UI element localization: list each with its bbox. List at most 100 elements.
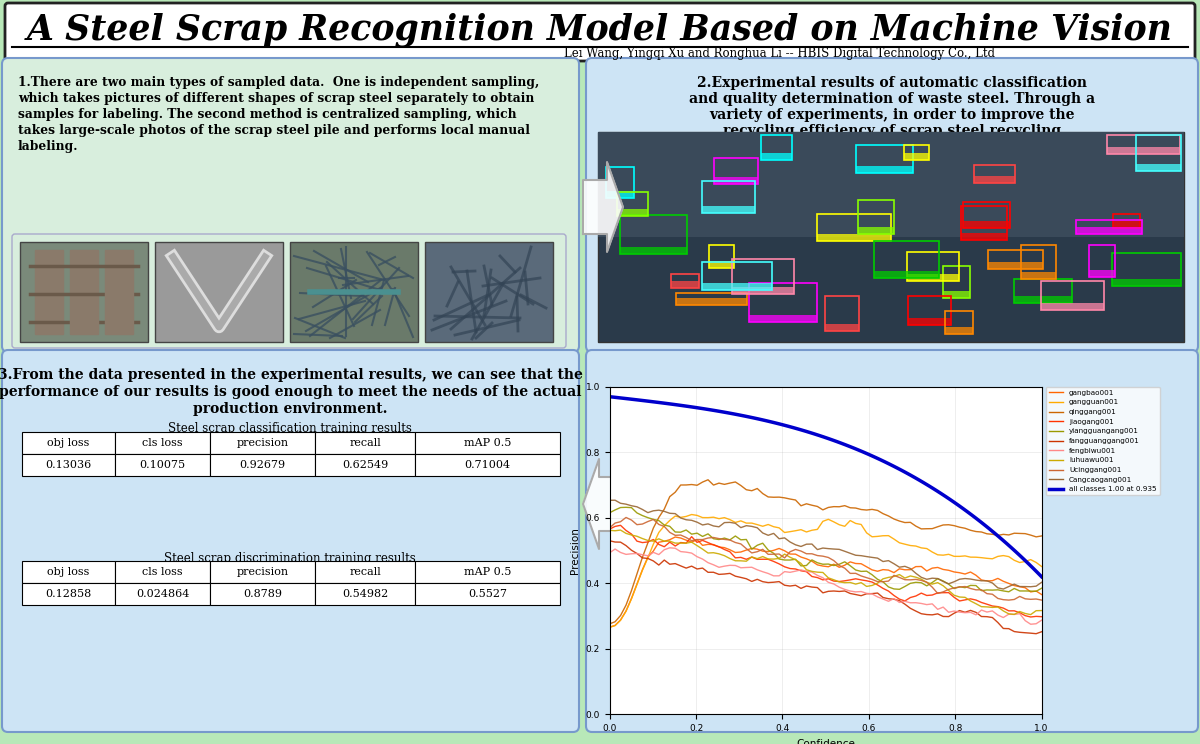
FancyBboxPatch shape xyxy=(2,350,580,732)
X-axis label: Confidence: Confidence xyxy=(796,739,856,744)
Bar xyxy=(961,206,1007,240)
Bar xyxy=(1108,147,1180,154)
Bar xyxy=(617,192,648,216)
Text: 0.54982: 0.54982 xyxy=(342,589,388,599)
Bar xyxy=(749,315,817,322)
FancyBboxPatch shape xyxy=(155,242,283,342)
Bar xyxy=(606,167,634,198)
Bar xyxy=(988,250,1043,269)
Bar xyxy=(709,261,734,268)
Bar xyxy=(874,271,940,278)
Text: takes large-scale photos of the scrap steel pile and performs local manual: takes large-scale photos of the scrap st… xyxy=(18,124,530,137)
FancyBboxPatch shape xyxy=(586,58,1198,352)
Bar xyxy=(115,432,210,454)
Bar xyxy=(714,158,758,184)
Bar xyxy=(1090,270,1115,277)
Text: mAP 0.5: mAP 0.5 xyxy=(464,567,511,577)
Bar xyxy=(946,311,973,334)
Text: variety of experiments, in order to improve the: variety of experiments, in order to impr… xyxy=(709,108,1075,122)
Text: 0.10075: 0.10075 xyxy=(139,460,186,470)
Text: 1.There are two main types of sampled data.  One is independent sampling,: 1.There are two main types of sampled da… xyxy=(18,76,539,89)
Bar xyxy=(22,432,115,454)
Bar xyxy=(974,176,1015,183)
Text: performance of our results is good enough to meet the needs of the actual: performance of our results is good enoug… xyxy=(0,385,581,399)
Bar xyxy=(1108,135,1180,154)
Bar xyxy=(1136,135,1181,171)
Text: 0.024864: 0.024864 xyxy=(136,589,190,599)
Bar xyxy=(314,583,415,605)
Text: obj loss: obj loss xyxy=(47,438,90,448)
Bar xyxy=(856,145,913,173)
Bar xyxy=(22,561,115,583)
Polygon shape xyxy=(583,162,623,252)
Polygon shape xyxy=(583,459,623,549)
Bar xyxy=(115,561,210,583)
Bar xyxy=(210,432,314,454)
Bar xyxy=(908,296,952,325)
Bar xyxy=(974,165,1015,183)
Bar xyxy=(964,202,1010,228)
Bar xyxy=(732,287,794,294)
Bar xyxy=(415,583,560,605)
Text: production environment.: production environment. xyxy=(193,402,388,416)
Bar xyxy=(415,454,560,476)
Bar xyxy=(1042,303,1104,310)
Bar xyxy=(415,561,560,583)
Bar xyxy=(749,283,817,322)
Bar xyxy=(1112,279,1181,286)
FancyBboxPatch shape xyxy=(20,242,148,342)
Text: precision: precision xyxy=(236,567,288,577)
Bar xyxy=(22,454,115,476)
Bar xyxy=(702,283,772,290)
Bar xyxy=(671,281,698,288)
Bar xyxy=(106,250,133,334)
Text: 0.71004: 0.71004 xyxy=(464,460,510,470)
Text: Lei Wang, Yingqi Xu and Ronghua Li -- HBIS Digital Technology Co., Ltd: Lei Wang, Yingqi Xu and Ronghua Li -- HB… xyxy=(564,48,996,60)
Text: 3.From the data presented in the experimental results, we can see that the: 3.From the data presented in the experim… xyxy=(0,368,582,382)
Bar xyxy=(714,177,758,184)
Text: 0.8789: 0.8789 xyxy=(242,589,282,599)
Text: recycling efficiency of scrap steel recycling: recycling efficiency of scrap steel recy… xyxy=(722,124,1061,138)
Text: which takes pictures of different shapes of scrap steel separately to obtain: which takes pictures of different shapes… xyxy=(18,92,534,105)
Legend: gangbao001, gangguan001, qinggang001, jiaogang001, yiangguangang001, fangguangga: gangbao001, gangguan001, qinggang001, ji… xyxy=(1046,387,1159,496)
Bar xyxy=(620,215,686,254)
Bar xyxy=(1076,227,1142,234)
Bar xyxy=(620,247,686,254)
Bar xyxy=(314,432,415,454)
Bar xyxy=(858,227,894,234)
FancyBboxPatch shape xyxy=(586,350,1198,732)
Bar xyxy=(817,214,890,241)
Text: samples for labeling. The second method is centralized sampling, which: samples for labeling. The second method … xyxy=(18,108,517,121)
Bar xyxy=(761,153,792,160)
Bar xyxy=(1112,253,1181,286)
Bar xyxy=(617,209,648,216)
Text: recall: recall xyxy=(349,438,380,448)
Text: recall: recall xyxy=(349,567,380,577)
Bar xyxy=(988,262,1043,269)
Bar xyxy=(115,583,210,605)
Bar xyxy=(1090,245,1115,277)
Text: 0.13036: 0.13036 xyxy=(46,460,91,470)
Text: 0.62549: 0.62549 xyxy=(342,460,388,470)
Bar xyxy=(676,293,746,305)
Bar xyxy=(826,296,859,331)
Bar xyxy=(961,233,1007,240)
Text: Steel scrap discrimination training results: Steel scrap discrimination training resu… xyxy=(164,552,416,565)
Text: mAP 0.5: mAP 0.5 xyxy=(464,438,511,448)
Bar xyxy=(702,206,755,213)
Text: 0.12858: 0.12858 xyxy=(46,589,91,599)
FancyBboxPatch shape xyxy=(425,242,553,342)
Bar xyxy=(732,259,794,294)
Bar xyxy=(858,200,894,234)
Bar xyxy=(1114,214,1140,228)
Bar xyxy=(904,153,929,160)
Bar xyxy=(817,234,890,241)
Bar xyxy=(210,454,314,476)
Text: 0.92679: 0.92679 xyxy=(240,460,286,470)
Bar xyxy=(1136,164,1181,171)
Text: A Steel Scrap Recognition Model Based on Machine Vision: A Steel Scrap Recognition Model Based on… xyxy=(28,13,1172,48)
Bar xyxy=(943,266,970,298)
Bar xyxy=(35,250,64,334)
Text: Steel scrap classification training results: Steel scrap classification training resu… xyxy=(168,422,412,435)
FancyBboxPatch shape xyxy=(290,242,418,342)
